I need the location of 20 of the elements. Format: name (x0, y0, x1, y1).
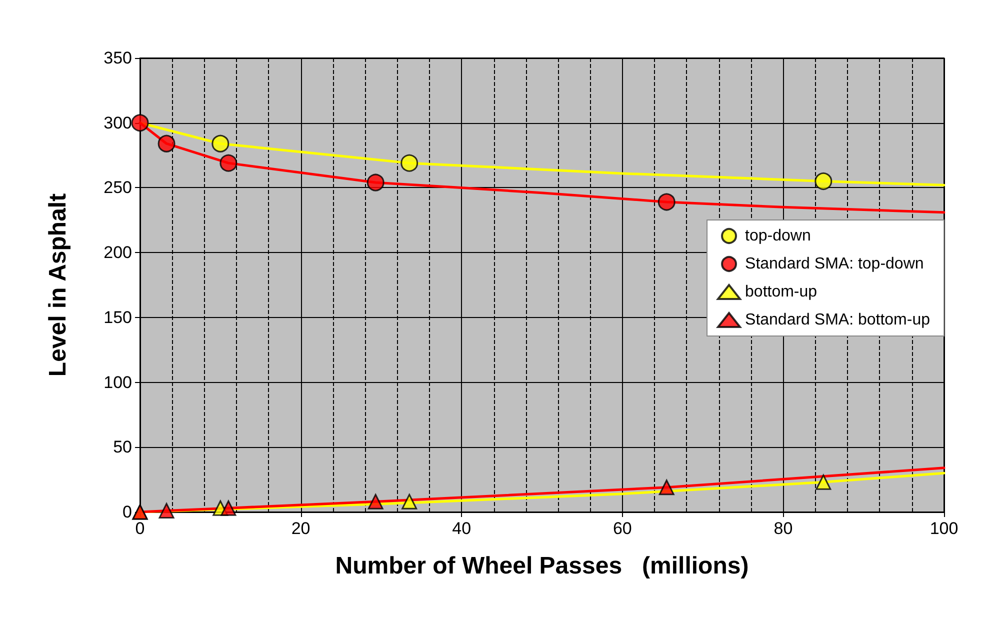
x-tick-label: 80 (774, 519, 793, 538)
y-tick-label: 200 (104, 243, 132, 262)
y-tick-label: 150 (104, 308, 132, 327)
y-tick-label: 100 (104, 372, 132, 392)
y-tick-label: 0 (122, 502, 132, 522)
x-tick-label: 40 (452, 519, 472, 538)
legend-label: Standard SMA: bottom-up (745, 312, 930, 328)
x-tick-label: 0 (135, 519, 145, 538)
y-tick-label: 300 (104, 113, 132, 132)
y-tick-label: 50 (113, 438, 132, 457)
y-tick-label: 250 (104, 178, 132, 198)
x-tick-label: 20 (291, 519, 310, 538)
legend-label: Standard SMA: top-down (745, 256, 924, 272)
x-tick-label: 100 (930, 519, 958, 538)
y-tick-label: 350 (104, 48, 132, 68)
x-axis-title: Number of Wheel Passes (millions) (335, 552, 749, 580)
y-axis-title: Level in Asphalt (44, 193, 72, 377)
x-tick-label: 60 (612, 519, 632, 538)
legend-label: top-down (745, 228, 811, 244)
legend-label: bottom-up (745, 284, 818, 300)
